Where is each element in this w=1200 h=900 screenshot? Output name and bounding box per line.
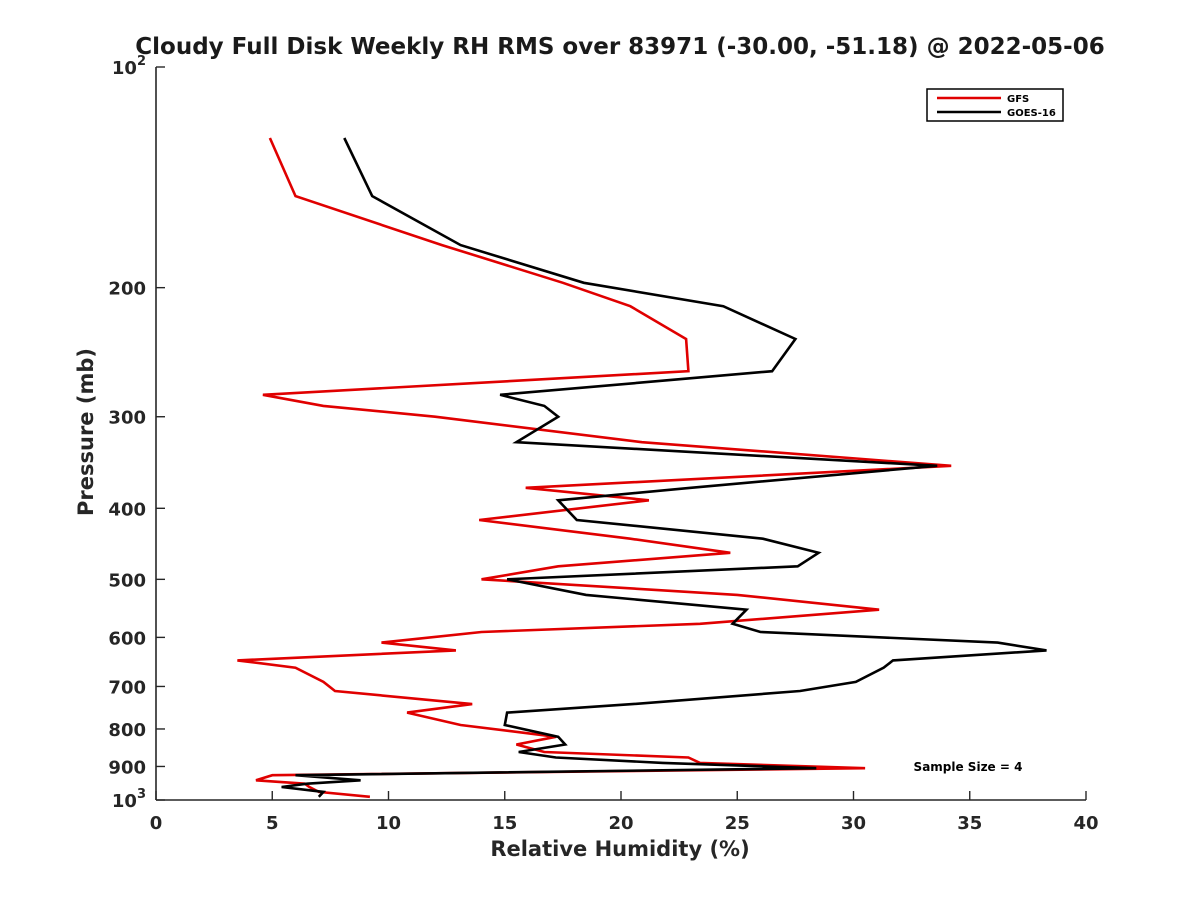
x-tick-label: 10 [376,813,401,834]
x-tick-label: 35 [957,813,982,834]
x-axis-label: Relative Humidity (%) [490,837,749,861]
x-tick-label: 0 [150,813,163,834]
series-line-goes-16 [281,137,1047,798]
y-tick-label: 500 [108,570,146,591]
x-tick-label: 15 [492,813,517,834]
y-tick-label: 103 [112,787,146,812]
legend: GFS GOES-16 [926,88,1064,122]
y-tick-label: 300 [108,408,146,429]
legend-label-gfs: GFS [1007,94,1029,105]
y-tick-label: 200 [108,279,146,300]
y-tick-label: 900 [108,757,146,778]
y-tick-label: 102 [112,54,146,79]
y-tick-label: 800 [108,720,146,741]
x-tick-label: 20 [608,813,633,834]
legend-label-goes-16: GOES-16 [1007,108,1056,119]
chart-title: Cloudy Full Disk Weekly RH RMS over 8397… [135,34,1104,60]
x-tick-label: 5 [266,813,279,834]
series-line-gfs [237,137,952,799]
legend-box [926,88,1064,122]
x-tick-label: 30 [841,813,866,834]
series-lines [237,137,1047,799]
y-axis-ticks: 102 200 300 400 500 600 700 800 900 103 [108,54,165,812]
x-axis-ticks: 0 5 10 15 20 25 30 35 40 [150,791,1099,834]
y-tick-label: 600 [108,628,146,649]
y-tick-label: 700 [108,677,146,698]
y-axis-label: Pressure (mb) [74,348,98,516]
x-tick-label: 40 [1073,813,1098,834]
x-tick-label: 25 [725,813,750,834]
y-tick-label: 400 [108,499,146,520]
sample-size-annotation: Sample Size = 4 [914,760,1023,774]
